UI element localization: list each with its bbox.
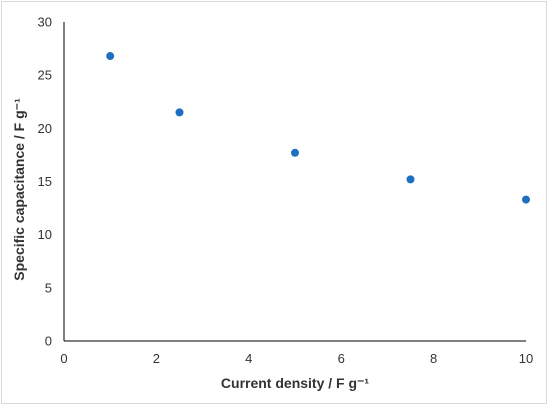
y-tick-label: 5 — [45, 280, 52, 295]
y-tick-label: 20 — [38, 121, 52, 136]
y-tick-label: 25 — [38, 68, 52, 83]
x-tick-label: 8 — [430, 351, 437, 366]
x-tick-label: 6 — [338, 351, 345, 366]
x-axis-title: Current density / F g⁻¹ — [221, 375, 370, 391]
x-tick-label: 2 — [153, 351, 160, 366]
x-tick-label: 0 — [60, 351, 67, 366]
data-point — [175, 108, 184, 117]
data-point — [522, 195, 530, 204]
y-tick-label: 15 — [38, 174, 52, 189]
x-tick-labels: 0 2 4 6 8 10 — [60, 351, 533, 366]
y-tick-label: 10 — [38, 227, 52, 242]
data-point — [291, 148, 299, 157]
data-point — [406, 175, 415, 184]
y-tick-label: 0 — [45, 334, 52, 349]
data-points — [106, 52, 530, 204]
y-tick-label: 30 — [38, 15, 52, 30]
data-point — [106, 52, 115, 61]
x-tick-label: 10 — [519, 351, 533, 366]
x-tick-label: 4 — [245, 351, 252, 366]
y-tick-labels: 0 5 10 15 20 25 30 — [38, 15, 52, 349]
y-axis-title: Specific capacitance / F g⁻¹ — [11, 98, 27, 281]
